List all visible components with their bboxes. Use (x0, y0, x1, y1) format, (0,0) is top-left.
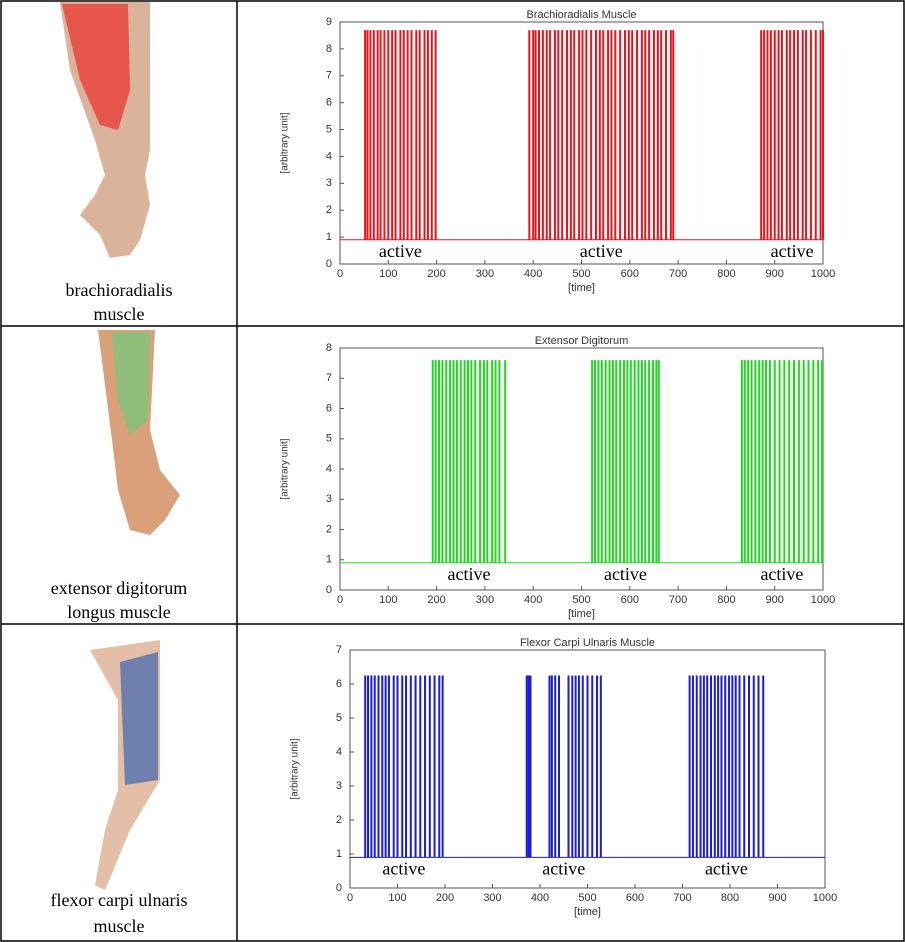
burst-label: active (580, 241, 623, 261)
x-tick-label: 400 (524, 268, 542, 280)
y-tick-label: 0 (326, 584, 332, 596)
x-tick-label: 800 (721, 892, 739, 904)
x-tick-label: 900 (766, 268, 784, 280)
x-tick-label: 800 (717, 268, 735, 280)
figure-table: brachioradialis muscle extensor digitorum l… (0, 0, 905, 942)
x-tick-label: 300 (483, 892, 501, 904)
burst-label: active (382, 859, 425, 879)
x-tick-label: 0 (337, 268, 343, 280)
y-tick-label: 2 (336, 814, 342, 826)
x-tick-label: 400 (524, 594, 542, 606)
y-axis-label: [arbitrary unit] (280, 112, 291, 173)
y-tick-label: 6 (336, 678, 342, 690)
x-tick-label: 700 (669, 268, 687, 280)
burst-label: active (379, 241, 422, 261)
y-tick-label: 3 (326, 177, 332, 189)
x-tick-label: 300 (476, 594, 494, 606)
arm-image (90, 640, 160, 890)
x-tick-label: 1000 (813, 892, 837, 904)
x-tick-label: 700 (673, 892, 691, 904)
y-tick-label: 1 (326, 554, 332, 566)
burst-label: active (771, 241, 814, 261)
y-tick-label: 7 (326, 70, 332, 82)
x-tick-label: 0 (347, 892, 353, 904)
y-tick-label: 4 (326, 463, 332, 475)
y-tick-label: 4 (336, 746, 342, 758)
y-tick-label: 1 (336, 848, 342, 860)
x-tick-label: 100 (379, 594, 397, 606)
chart: Flexor Carpi Ulnaris Muscle [time] [arbitr… (290, 637, 838, 918)
y-tick-label: 5 (336, 712, 342, 724)
x-tick-label: 600 (621, 268, 639, 280)
x-axis-label: [time] (574, 906, 601, 918)
row-label: muscle (94, 304, 145, 324)
burst-label: active (447, 564, 490, 584)
y-tick-label: 0 (336, 882, 342, 894)
burst-label: active (760, 564, 803, 584)
arm-image (98, 330, 180, 535)
chart: Extensor Digitorum [time] [arbitrary unit]… (280, 335, 836, 620)
x-axis-label: [time] (568, 282, 595, 294)
row-label: extensor digitorum (51, 578, 187, 598)
y-tick-label: 5 (326, 433, 332, 445)
y-tick-label: 8 (326, 43, 332, 55)
row-label: brachioradialis (66, 280, 173, 300)
chart-title: Extensor Digitorum (535, 335, 629, 347)
burst-label: active (705, 859, 748, 879)
chart-title: Brachioradialis Muscle (526, 9, 636, 21)
x-tick-label: 0 (337, 594, 343, 606)
x-tick-label: 600 (626, 892, 644, 904)
y-tick-label: 0 (326, 258, 332, 270)
y-tick-label: 2 (326, 523, 332, 535)
arm-image (60, 2, 150, 258)
x-tick-label: 200 (436, 892, 454, 904)
x-tick-label: 900 (768, 892, 786, 904)
y-tick-label: 7 (326, 372, 332, 384)
y-tick-label: 6 (326, 97, 332, 109)
x-tick-label: 100 (388, 892, 406, 904)
y-tick-label: 6 (326, 402, 332, 414)
x-tick-label: 700 (669, 594, 687, 606)
x-tick-label: 1000 (811, 594, 835, 606)
burst-label: active (542, 859, 585, 879)
x-tick-label: 200 (427, 268, 445, 280)
x-tick-label: 1000 (811, 268, 835, 280)
y-axis-label: [arbitrary unit] (280, 438, 291, 499)
burst-label: active (604, 564, 647, 584)
x-tick-label: 800 (717, 594, 735, 606)
y-tick-label: 3 (326, 493, 332, 505)
row-label: flexor carpi ulnaris (51, 890, 188, 910)
row-label: longus muscle (67, 602, 171, 622)
x-tick-label: 500 (578, 892, 596, 904)
y-tick-label: 5 (326, 123, 332, 135)
x-tick-label: 100 (379, 268, 397, 280)
charts: Brachioradialis Muscle [time] [arbitrary u… (280, 9, 838, 918)
chart: Brachioradialis Muscle [time] [arbitrary u… (280, 9, 836, 294)
y-tick-label: 8 (326, 342, 332, 354)
y-tick-label: 3 (336, 780, 342, 792)
row-label: muscle (94, 916, 145, 936)
x-tick-label: 600 (621, 594, 639, 606)
y-tick-label: 4 (326, 150, 332, 162)
chart-title: Flexor Carpi Ulnaris Muscle (520, 637, 655, 649)
y-tick-label: 2 (326, 204, 332, 216)
x-axis-label: [time] (568, 608, 595, 620)
y-tick-label: 7 (336, 644, 342, 656)
x-tick-label: 300 (476, 268, 494, 280)
y-tick-label: 9 (326, 16, 332, 28)
x-tick-label: 500 (572, 594, 590, 606)
x-tick-label: 200 (427, 594, 445, 606)
y-tick-label: 1 (326, 231, 332, 243)
x-tick-label: 900 (766, 594, 784, 606)
x-tick-label: 400 (531, 892, 549, 904)
y-axis-label: [arbitrary unit] (290, 738, 301, 799)
x-tick-label: 500 (572, 268, 590, 280)
